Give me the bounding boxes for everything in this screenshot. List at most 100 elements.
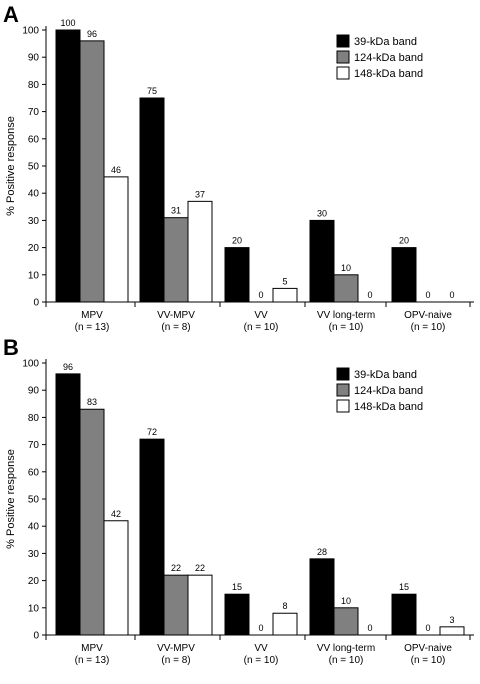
legend-label: 39-kDa band	[354, 36, 417, 48]
legend-swatch	[336, 383, 350, 397]
y-tick-label: 80	[28, 413, 40, 424]
legend-label: 39-kDa band	[354, 369, 417, 381]
y-tick-label: 0	[33, 631, 39, 642]
bar	[333, 274, 359, 303]
category-label: VV-MPV	[157, 643, 195, 654]
data-label: 5	[282, 276, 287, 286]
legend-swatch	[336, 367, 350, 381]
y-tick-label: 90	[28, 386, 40, 397]
legend-swatch	[336, 66, 350, 80]
y-tick-label: 10	[28, 603, 40, 614]
data-label: 96	[63, 362, 73, 372]
bar	[55, 373, 81, 636]
data-label: 100	[60, 18, 75, 28]
data-label: 46	[111, 165, 121, 175]
category-n-label: (n = 13)	[75, 655, 110, 666]
data-label: 15	[232, 582, 242, 592]
y-tick-label: 90	[28, 53, 40, 64]
bar	[187, 200, 213, 303]
data-label: 0	[258, 623, 263, 633]
legend-label: 124-kDa band	[354, 385, 423, 397]
data-label: 10	[341, 596, 351, 606]
bar	[391, 247, 417, 303]
legend-swatch	[336, 50, 350, 64]
data-label: 20	[399, 236, 409, 246]
bar	[163, 217, 189, 303]
data-label: 28	[317, 547, 327, 557]
panel-letter: B	[3, 335, 19, 360]
bar	[272, 287, 298, 303]
bar	[103, 176, 129, 303]
bar	[391, 593, 417, 636]
category-n-label: (n = 10)	[244, 655, 279, 666]
data-label: 22	[171, 563, 181, 573]
data-label: 22	[195, 563, 205, 573]
category-n-label: (n = 8)	[161, 322, 190, 333]
category-label: VV-MPV	[157, 310, 195, 321]
legend-label: 148-kDa band	[354, 68, 423, 80]
category-n-label: (n = 8)	[161, 655, 190, 666]
bar	[139, 438, 165, 636]
data-label: 8	[282, 601, 287, 611]
y-tick-label: 50	[28, 495, 40, 506]
y-tick-label: 20	[28, 576, 40, 587]
data-label: 0	[367, 623, 372, 633]
data-label: 3	[449, 615, 454, 625]
bar	[163, 574, 189, 636]
category-label: MPV	[81, 310, 103, 321]
y-tick-label: 100	[22, 26, 39, 37]
data-label: 72	[147, 427, 157, 437]
y-tick-label: 70	[28, 107, 40, 118]
y-axis-label: % Positive response	[5, 449, 17, 549]
category-label: MPV	[81, 643, 103, 654]
y-tick-label: 100	[22, 359, 39, 370]
y-tick-label: 40	[28, 522, 40, 533]
bar	[272, 612, 298, 636]
y-tick-label: 60	[28, 134, 40, 145]
category-n-label: (n = 10)	[411, 322, 446, 333]
panel-letter: A	[3, 2, 19, 27]
y-axis-label: % Positive response	[5, 116, 17, 216]
category-n-label: (n = 13)	[75, 322, 110, 333]
legend-swatch	[336, 399, 350, 413]
legend-label: 124-kDa band	[354, 52, 423, 64]
data-label: 83	[87, 397, 97, 407]
data-label: 30	[317, 208, 327, 218]
data-label: 15	[399, 582, 409, 592]
data-label: 0	[367, 290, 372, 300]
category-n-label: (n = 10)	[244, 322, 279, 333]
category-label: OPV-naive	[404, 310, 452, 321]
data-label: 37	[195, 189, 205, 199]
category-label: VV	[254, 643, 268, 654]
data-label: 42	[111, 509, 121, 519]
data-label: 75	[147, 86, 157, 96]
data-label: 0	[425, 290, 430, 300]
y-tick-label: 0	[33, 298, 39, 309]
bar	[79, 40, 105, 303]
category-n-label: (n = 10)	[411, 655, 446, 666]
y-tick-label: 70	[28, 440, 40, 451]
bar	[79, 408, 105, 636]
data-label: 0	[258, 290, 263, 300]
bar	[103, 520, 129, 636]
data-label: 10	[341, 263, 351, 273]
y-tick-label: 30	[28, 549, 40, 560]
bar	[224, 247, 250, 303]
data-label: 20	[232, 236, 242, 246]
y-tick-label: 20	[28, 243, 40, 254]
y-tick-label: 30	[28, 216, 40, 227]
data-label: 0	[425, 623, 430, 633]
y-tick-label: 60	[28, 467, 40, 478]
bar	[333, 607, 359, 636]
data-label: 96	[87, 29, 97, 39]
category-n-label: (n = 10)	[329, 655, 364, 666]
bar	[309, 219, 335, 303]
bar	[309, 558, 335, 636]
data-label: 0	[449, 290, 454, 300]
y-tick-label: 80	[28, 80, 40, 91]
bar	[55, 29, 81, 303]
category-label: VV long-term	[317, 310, 375, 321]
